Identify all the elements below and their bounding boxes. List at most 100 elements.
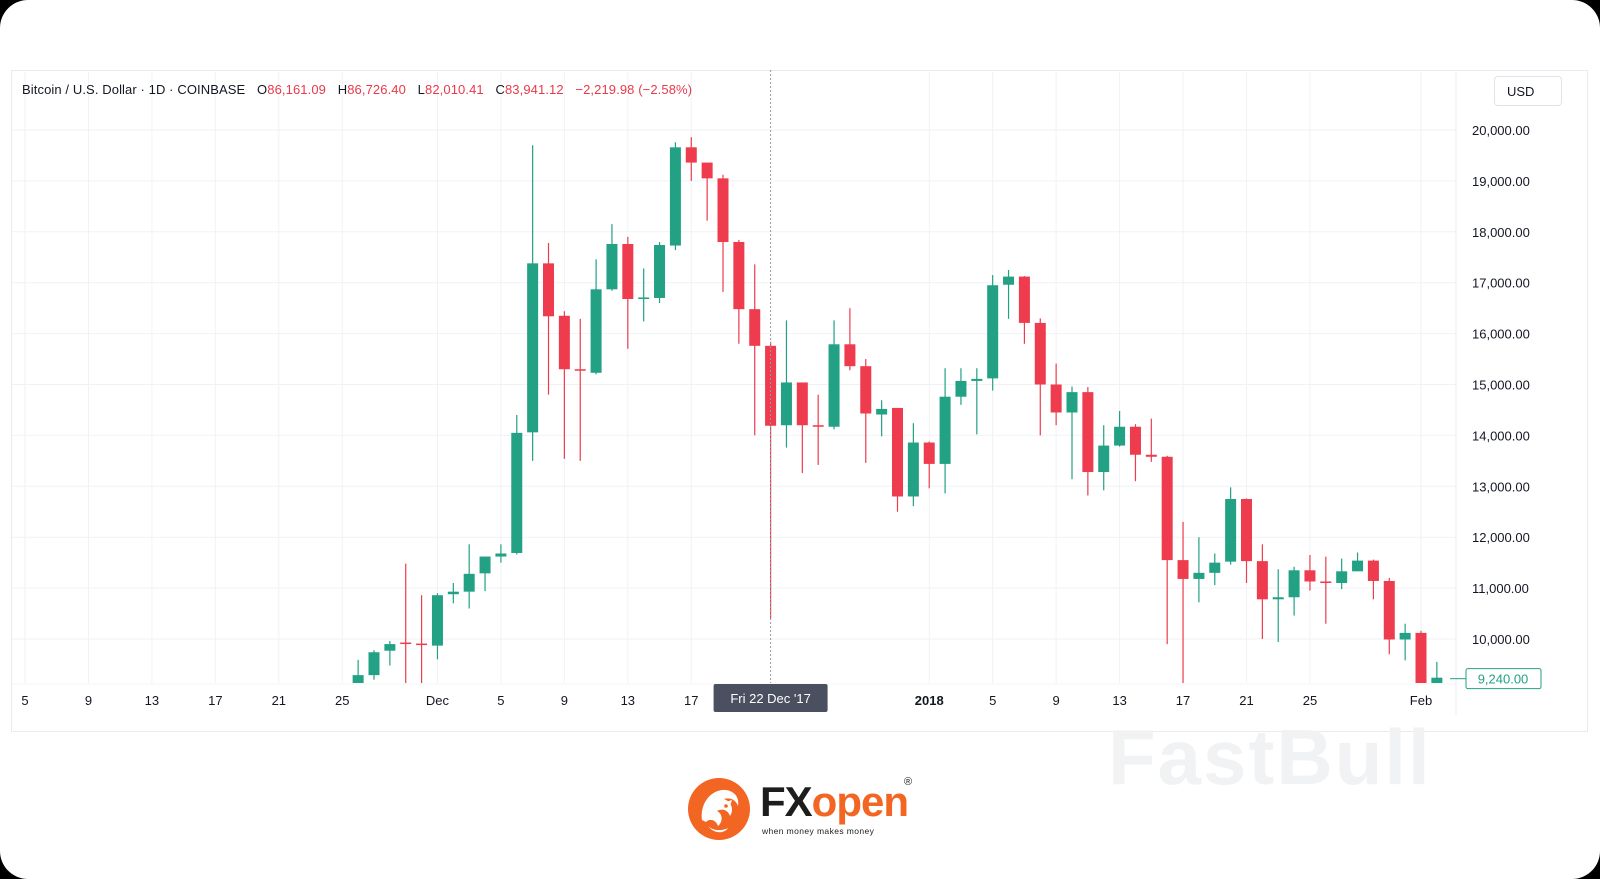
candle (400, 563, 412, 683)
candle (796, 382, 808, 474)
candle-body (733, 241, 745, 310)
candle (368, 650, 380, 680)
candle (495, 544, 507, 563)
crosshair: Fri 22 Dec '17 (713, 70, 828, 712)
candle (1193, 537, 1205, 603)
candle-body (987, 285, 999, 379)
candle-body (416, 643, 428, 646)
time-axis[interactable]: 5 9 13 17 21 25 Dec 5 9 13 17 2018 5 9 13 17 21 25 Feb (21, 693, 1432, 708)
candle-body (1256, 561, 1268, 600)
fxopen-logo[interactable]: FXopen ® when money makes money (686, 776, 926, 848)
candle-body (971, 378, 983, 381)
last-price-label: 9,240.00 (1478, 672, 1529, 687)
currency-button[interactable]: USD (1494, 76, 1562, 106)
candle (812, 394, 824, 465)
price-tick-label: 16,000.00 (1472, 327, 1530, 342)
candle (971, 368, 983, 435)
last-price-box (1465, 668, 1542, 690)
price-axis[interactable]: 10,000.00 11,000.00 12,000.00 13,000.00 14,0… (1450, 123, 1542, 690)
candle-body (1066, 392, 1078, 413)
candle (749, 264, 761, 436)
price-tick-label: 19,000.00 (1472, 174, 1530, 189)
candle (1145, 418, 1157, 462)
crosshair-date-box (713, 684, 828, 712)
candle (780, 320, 792, 448)
candle-body (1098, 445, 1110, 473)
candle-body (368, 652, 380, 676)
logo-open: open (811, 778, 909, 825)
candle-body (1145, 454, 1157, 457)
candle (892, 407, 903, 512)
candle (1352, 552, 1364, 572)
candle-body (844, 344, 856, 367)
high-value: 86,726.40 (347, 82, 406, 97)
close-label: C (495, 82, 505, 97)
candle-body (654, 245, 666, 298)
logo-slogan: when money makes money (762, 826, 875, 836)
candle (987, 275, 999, 391)
candle-body (1209, 562, 1221, 573)
candle (1399, 623, 1411, 661)
time-tick-label: 5 (21, 693, 28, 708)
candle-body (1129, 426, 1141, 455)
candle (431, 593, 443, 660)
crosshair-date-label: Fri 22 Dec '17 (730, 691, 811, 706)
candle (1003, 269, 1015, 319)
candle-body (939, 396, 951, 464)
candle (733, 239, 745, 344)
candle (828, 320, 840, 430)
candle-body (701, 162, 713, 179)
candle (1114, 410, 1126, 447)
candle-body (384, 644, 396, 651)
open-value: 86,161.09 (267, 82, 326, 97)
price-tick-label: 18,000.00 (1472, 225, 1530, 240)
candle-body (669, 147, 681, 246)
time-tick-label: 17 (684, 693, 698, 708)
time-tick-label: Dec (426, 693, 450, 708)
time-tick-label: 9 (561, 693, 568, 708)
candle-body (876, 408, 888, 415)
candle-body (495, 553, 507, 557)
candle-body (907, 442, 919, 497)
candle-body (590, 289, 602, 373)
registered-mark: ® (904, 776, 913, 788)
symbol-name[interactable]: Bitcoin / U.S. Dollar · 1D · COINBASE (22, 82, 246, 97)
price-tick-label: 14,000.00 (1472, 428, 1530, 443)
candle (717, 174, 729, 292)
candle (606, 224, 618, 291)
low-value: 82,010.41 (425, 82, 484, 97)
candle (1320, 556, 1332, 624)
candle-body (463, 573, 475, 592)
candle-body (1003, 276, 1015, 285)
time-tick-label: Feb (1410, 693, 1432, 708)
time-tick-label: 17 (208, 693, 222, 708)
fastbull-watermark: FastBull (1108, 713, 1432, 801)
logo-fx: FX (760, 778, 813, 825)
candle (590, 259, 602, 375)
candle-body (765, 345, 777, 426)
candle-body (717, 178, 729, 242)
price-tick-label: 15,000.00 (1472, 378, 1530, 393)
candle-body (1288, 570, 1300, 598)
candle-body (1431, 677, 1443, 683)
time-tick-label: 13 (145, 693, 159, 708)
candle (876, 400, 888, 437)
candle (384, 641, 396, 666)
candle (1098, 425, 1110, 491)
candle (1304, 555, 1316, 591)
candle-body (447, 591, 459, 595)
candle-body (479, 556, 491, 574)
time-tick-label: 2018 (915, 693, 944, 708)
candle-body (1352, 560, 1364, 572)
candle-body (543, 263, 554, 317)
candle (939, 368, 951, 494)
candle-body (749, 309, 761, 346)
candle (1383, 577, 1395, 655)
high-label: H (337, 82, 348, 97)
candle-body (1161, 456, 1173, 561)
candle (1336, 558, 1348, 590)
candle (479, 556, 491, 592)
candle-body (1336, 571, 1348, 584)
candle (1415, 630, 1427, 683)
